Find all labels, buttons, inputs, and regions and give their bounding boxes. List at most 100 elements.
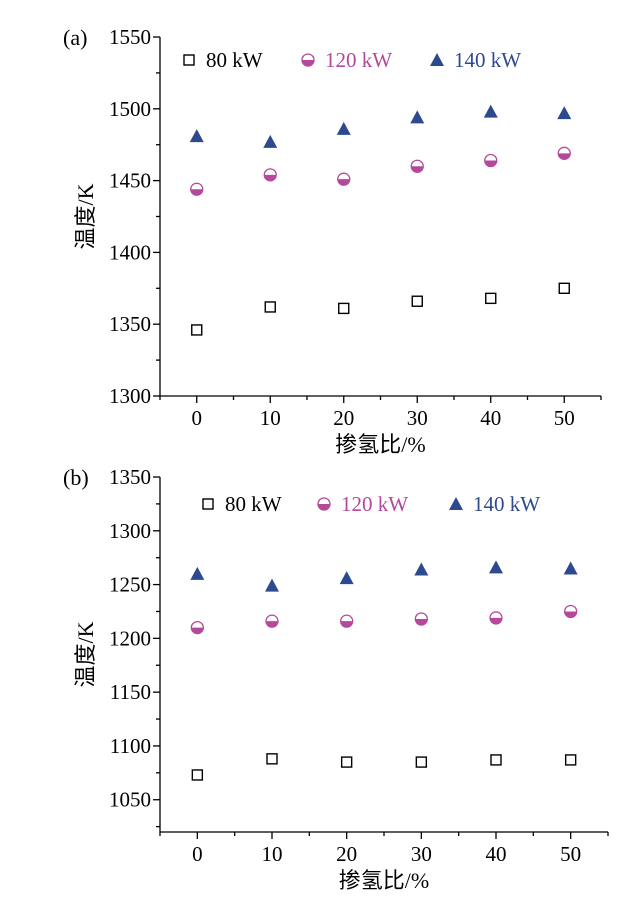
data-point-fill bbox=[191, 627, 204, 634]
data-point-fill bbox=[190, 189, 203, 196]
x-tick-label: 50 bbox=[560, 842, 581, 866]
y-tick-label: 1400 bbox=[109, 240, 151, 264]
x-axis-title: 掺氢比/% bbox=[335, 432, 425, 457]
x-tick-label: 20 bbox=[336, 842, 357, 866]
x-tick-label: 0 bbox=[192, 406, 203, 430]
panel-label: (a) bbox=[63, 25, 87, 50]
y-axis-title: 温度/K bbox=[73, 183, 98, 249]
series-140-kw bbox=[189, 104, 572, 148]
legend-marker bbox=[202, 498, 214, 510]
legend-marker bbox=[449, 497, 463, 510]
data-point bbox=[564, 754, 577, 766]
legend-label: 140 kW bbox=[473, 492, 540, 516]
legend-item: 140 kW bbox=[430, 48, 521, 72]
panel-label: (b) bbox=[63, 465, 89, 490]
data-point bbox=[338, 302, 350, 315]
data-point bbox=[558, 282, 570, 294]
y-tick-label: 1300 bbox=[109, 384, 151, 408]
data-point bbox=[411, 295, 423, 307]
series-80-kw bbox=[191, 282, 570, 336]
series-120-kw bbox=[190, 604, 578, 635]
data-point bbox=[557, 146, 571, 160]
y-tick-label: 1350 bbox=[109, 465, 151, 489]
series-80-kw bbox=[191, 753, 577, 781]
legend-label: 80 kW bbox=[206, 48, 263, 72]
data-point-fill bbox=[264, 174, 277, 181]
series-120-kw bbox=[190, 146, 571, 196]
data-point bbox=[340, 756, 353, 768]
legend-item: 80 kW bbox=[202, 492, 282, 516]
legend-marker-fill bbox=[302, 60, 314, 66]
y-tick-label: 1150 bbox=[110, 680, 151, 704]
data-point bbox=[265, 614, 279, 628]
legend-marker-fill bbox=[318, 504, 330, 510]
legend-item: 140 kW bbox=[449, 492, 540, 516]
y-axis-title: 温度/K bbox=[73, 621, 98, 687]
series-140-kw bbox=[190, 560, 578, 592]
data-point-fill bbox=[415, 619, 428, 625]
data-point bbox=[490, 754, 502, 766]
data-point bbox=[265, 578, 279, 592]
y-tick-label: 1300 bbox=[109, 519, 151, 543]
x-tick-label: 10 bbox=[262, 842, 283, 866]
x-axis-title: 掺氢比/% bbox=[339, 868, 429, 893]
data-point bbox=[489, 560, 503, 574]
panel-a: 1300 1350 1400 1450 1500 1550 0 10 20 30 40 50 掺氢比/%… bbox=[63, 25, 602, 457]
x-tick-label: 30 bbox=[407, 406, 428, 430]
legend-item: 80 kW bbox=[183, 48, 263, 72]
y-tick-label: 1100 bbox=[110, 734, 151, 758]
y-tick-label: 1050 bbox=[109, 788, 151, 812]
data-point bbox=[484, 153, 498, 168]
data-point bbox=[191, 324, 203, 336]
data-point-fill bbox=[411, 166, 424, 173]
y-tick-label: 1250 bbox=[109, 573, 151, 597]
legend-marker bbox=[183, 54, 195, 66]
data-point bbox=[191, 769, 204, 781]
data-point bbox=[410, 159, 424, 173]
data-point bbox=[414, 562, 429, 576]
data-point bbox=[339, 571, 354, 585]
legend-marker bbox=[317, 497, 331, 511]
legend-label: 140 kW bbox=[454, 48, 521, 72]
data-point-fill bbox=[266, 621, 278, 628]
data-point bbox=[336, 121, 351, 135]
data-point bbox=[557, 106, 572, 120]
data-point bbox=[564, 604, 578, 619]
x-tick-label: 0 bbox=[192, 842, 203, 866]
data-point bbox=[337, 172, 351, 186]
data-point bbox=[190, 182, 204, 196]
legend-item: 120 kW bbox=[317, 492, 408, 516]
data-point bbox=[340, 614, 354, 628]
x-tick-label: 50 bbox=[554, 406, 575, 430]
x-tick-label: 30 bbox=[411, 842, 432, 866]
legend-marker bbox=[430, 53, 444, 66]
legend-label: 120 kW bbox=[325, 48, 392, 72]
x-tick-label: 20 bbox=[333, 406, 354, 430]
data-point bbox=[190, 620, 204, 635]
data-point bbox=[485, 292, 497, 305]
legend-label: 120 kW bbox=[341, 492, 408, 516]
y-tick-label: 1200 bbox=[109, 626, 151, 650]
data-point bbox=[263, 134, 278, 148]
legend-marker bbox=[301, 53, 315, 67]
data-point bbox=[415, 756, 428, 768]
data-point bbox=[489, 611, 503, 625]
data-point-fill bbox=[490, 617, 502, 624]
data-point bbox=[189, 129, 204, 143]
y-tick-label: 1500 bbox=[109, 97, 151, 121]
data-point-fill bbox=[558, 153, 571, 160]
data-point bbox=[483, 104, 498, 118]
data-point bbox=[266, 753, 278, 765]
x-tick-label: 40 bbox=[480, 406, 501, 430]
data-point bbox=[414, 612, 428, 626]
x-tick-label: 10 bbox=[260, 406, 281, 430]
data-point-fill bbox=[340, 621, 353, 628]
y-tick-label: 1450 bbox=[109, 169, 151, 193]
data-point-fill bbox=[337, 179, 350, 186]
legend-item: 120 kW bbox=[301, 48, 392, 72]
y-tick-label: 1350 bbox=[109, 312, 151, 336]
x-tick-label: 40 bbox=[486, 842, 507, 866]
data-point bbox=[263, 168, 277, 182]
data-point bbox=[190, 566, 205, 580]
